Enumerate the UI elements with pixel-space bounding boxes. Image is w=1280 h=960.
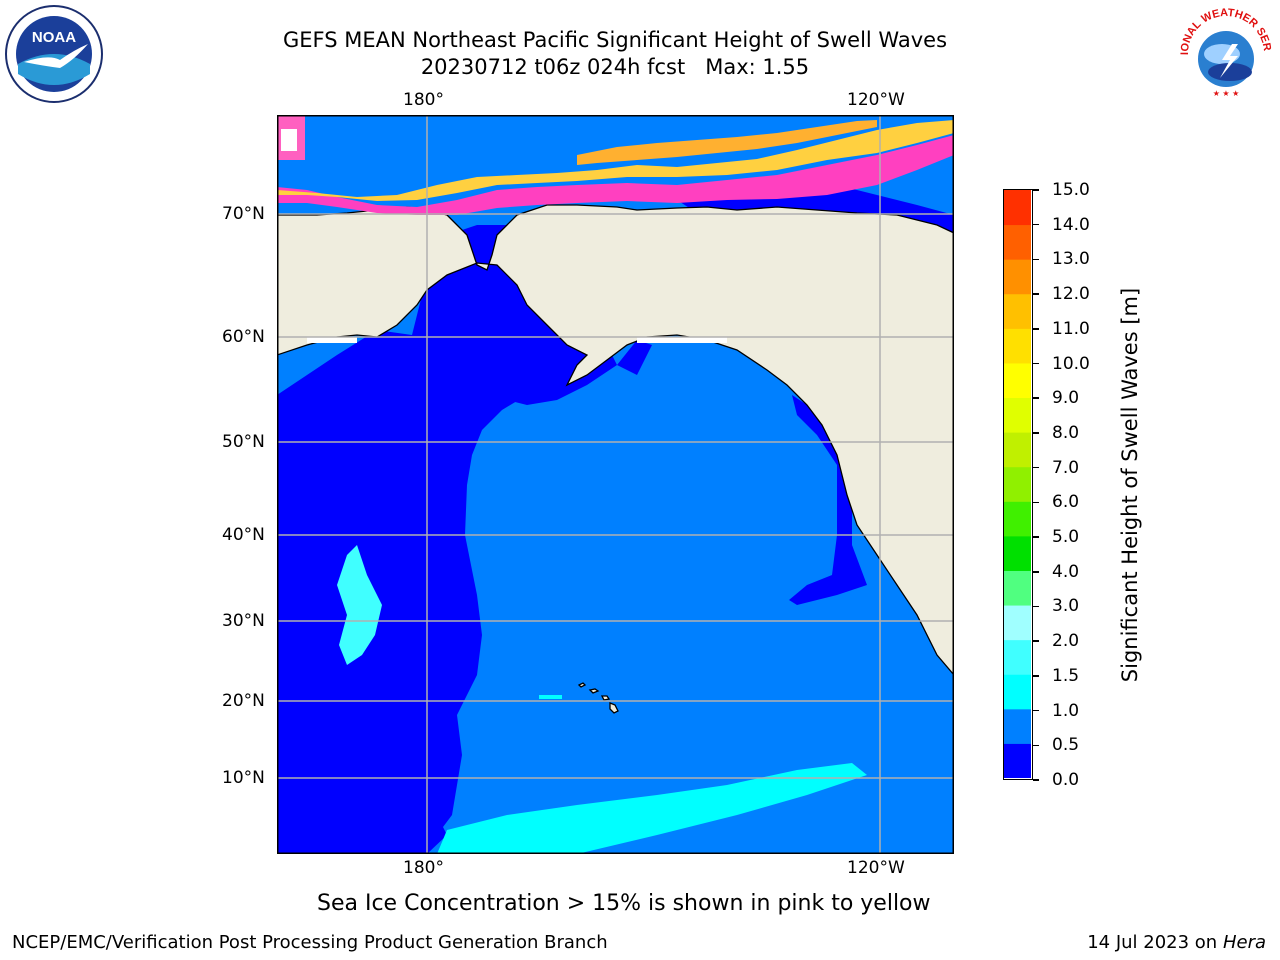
- lat-label-30n: 30°N: [222, 611, 265, 631]
- colorbar-segment: [1004, 535, 1031, 571]
- colorbar-segment: [1004, 605, 1031, 641]
- colorbar-tick-mark: [1033, 501, 1039, 504]
- colorbar-tick-label: 1.0: [1052, 700, 1080, 721]
- chart-subtitle: 20230712 t06z 024h fcst Max: 1.55: [420, 55, 810, 79]
- colorbar-tick-mark: [1033, 466, 1039, 469]
- colorbar-tick-mark: [1033, 536, 1039, 538]
- noaa-logo: NOAA: [4, 4, 104, 104]
- colorbar-tick-label: 4.0: [1052, 561, 1080, 582]
- lat-label-60n: 60°N: [222, 327, 265, 347]
- lon-label-bottom-180: 180°: [403, 858, 444, 878]
- colorbar-tick-label: 3.0: [1052, 596, 1080, 617]
- colorbar-tick-mark: [1033, 779, 1039, 781]
- colorbar-segment: [1004, 293, 1031, 329]
- lon-label-top-120w: 120°W: [847, 90, 905, 110]
- sea-ice-yellow: [277, 120, 954, 201]
- colorbar-tick-mark: [1033, 709, 1039, 712]
- colorbar-tick-label: 5.0: [1052, 527, 1080, 548]
- swell-1-1.5-hawaii-strip: [539, 695, 562, 699]
- hawaii-islands: [577, 682, 619, 714]
- colorbar-segment: [1004, 432, 1031, 468]
- colorbar-tick-mark: [1033, 328, 1039, 330]
- colorbar-tick-label: 0.0: [1052, 770, 1080, 790]
- colorbar-tick-mark: [1033, 432, 1039, 434]
- colorbar-tick-label: 11.0: [1052, 318, 1090, 339]
- colorbar-segment: [1004, 674, 1031, 710]
- svg-text:★ ★ ★: ★ ★ ★: [1213, 89, 1240, 98]
- chart-title: GEFS MEAN Northeast Pacific Significant …: [282, 28, 948, 52]
- no-data-strip: [307, 337, 357, 343]
- footer-date-text: 14 Jul 2023 on: [1087, 932, 1223, 953]
- colorbar-segment: [1004, 501, 1031, 537]
- colorbar-tick-label: 2.0: [1052, 631, 1080, 652]
- colorbar-segment: [1004, 224, 1031, 260]
- lat-label-50n: 50°N: [222, 432, 265, 452]
- colorbar-tick-label: 10.0: [1052, 353, 1090, 374]
- colorbar-segment: [1004, 466, 1031, 502]
- lon-label-top-180: 180°: [403, 90, 444, 110]
- lon-label-bottom-120w: 120°W: [847, 858, 905, 878]
- colorbar-tick-label: 9.0: [1052, 388, 1080, 409]
- colorbar-tick-mark: [1033, 189, 1039, 191]
- colorbar-tick-mark: [1033, 675, 1039, 677]
- colorbar-tick-label: 14.0: [1052, 214, 1090, 235]
- colorbar-tick-mark: [1033, 571, 1039, 573]
- colorbar-tick-label: 1.5: [1052, 665, 1080, 686]
- colorbar-tick-mark: [1033, 362, 1039, 365]
- colorbar-tick-mark: [1033, 223, 1039, 226]
- colorbar-tick-mark: [1033, 258, 1039, 261]
- map-panel: [276, 115, 955, 854]
- lat-label-70n: 70°N: [222, 204, 265, 224]
- colorbar-tick-label: 13.0: [1052, 249, 1090, 270]
- colorbar-segment: [1004, 328, 1031, 364]
- colorbar-tick-label: 7.0: [1052, 457, 1080, 478]
- colorbar: [1003, 189, 1033, 780]
- svg-text:NOAA: NOAA: [32, 29, 76, 46]
- footer-machine: Hera: [1222, 932, 1266, 953]
- sea-ice-caption: Sea Ice Concentration > 15% is shown in …: [317, 891, 931, 916]
- sea-ice-pink: [277, 135, 954, 215]
- colorbar-segment: [1004, 397, 1031, 433]
- low-swell-gulf: [617, 340, 652, 375]
- swell-1.5-2-midpacific: [337, 545, 382, 665]
- colorbar-tick-mark: [1033, 744, 1039, 747]
- land-north: [276, 204, 955, 677]
- colorbar-tick-label: 15.0: [1052, 180, 1090, 200]
- colorbar-segment: [1004, 708, 1031, 744]
- lat-label-20n: 20°N: [222, 691, 265, 711]
- colorbar-tick-mark: [1033, 640, 1039, 642]
- colorbar-segment: [1004, 362, 1031, 399]
- nws-logo: NATIONAL WEATHER SERVICE ★ ★ ★: [1172, 0, 1276, 104]
- colorbar-segment: [1004, 639, 1031, 675]
- footer-date: 14 Jul 2023 on Hera: [1087, 932, 1266, 954]
- colorbar-tick-label: 0.5: [1052, 735, 1080, 756]
- graticule: [277, 115, 954, 854]
- no-data-strip-east: [637, 337, 727, 343]
- colorbar-tick-label: 6.0: [1052, 492, 1080, 513]
- sea-ice-orange: [577, 120, 877, 165]
- colorbar-tick-label: 8.0: [1052, 422, 1080, 443]
- lat-label-10n: 10°N: [222, 768, 265, 788]
- lat-label-40n: 40°N: [222, 525, 265, 545]
- colorbar-segment: [1004, 743, 1031, 778]
- footer-credit: NCEP/EMC/Verification Post Processing Pr…: [12, 932, 608, 953]
- colorbar-tick-label: 12.0: [1052, 284, 1090, 305]
- colorbar-segment: [1004, 259, 1031, 295]
- colorbar-tick-mark: [1033, 293, 1039, 295]
- colorbar-segment: [1004, 570, 1031, 606]
- colorbar-label: Significant Height of Swell Waves [m]: [1118, 287, 1142, 683]
- colorbar-segment: [1004, 190, 1031, 226]
- map-frame: [277, 115, 954, 854]
- swell-1-1.5-equatorial: [437, 763, 867, 854]
- colorbar-tick-mark: [1033, 605, 1039, 608]
- colorbar-tick-mark: [1033, 397, 1039, 399]
- sea-ice-corner-inner: [281, 129, 297, 151]
- low-swell-west-bottom: [277, 685, 447, 854]
